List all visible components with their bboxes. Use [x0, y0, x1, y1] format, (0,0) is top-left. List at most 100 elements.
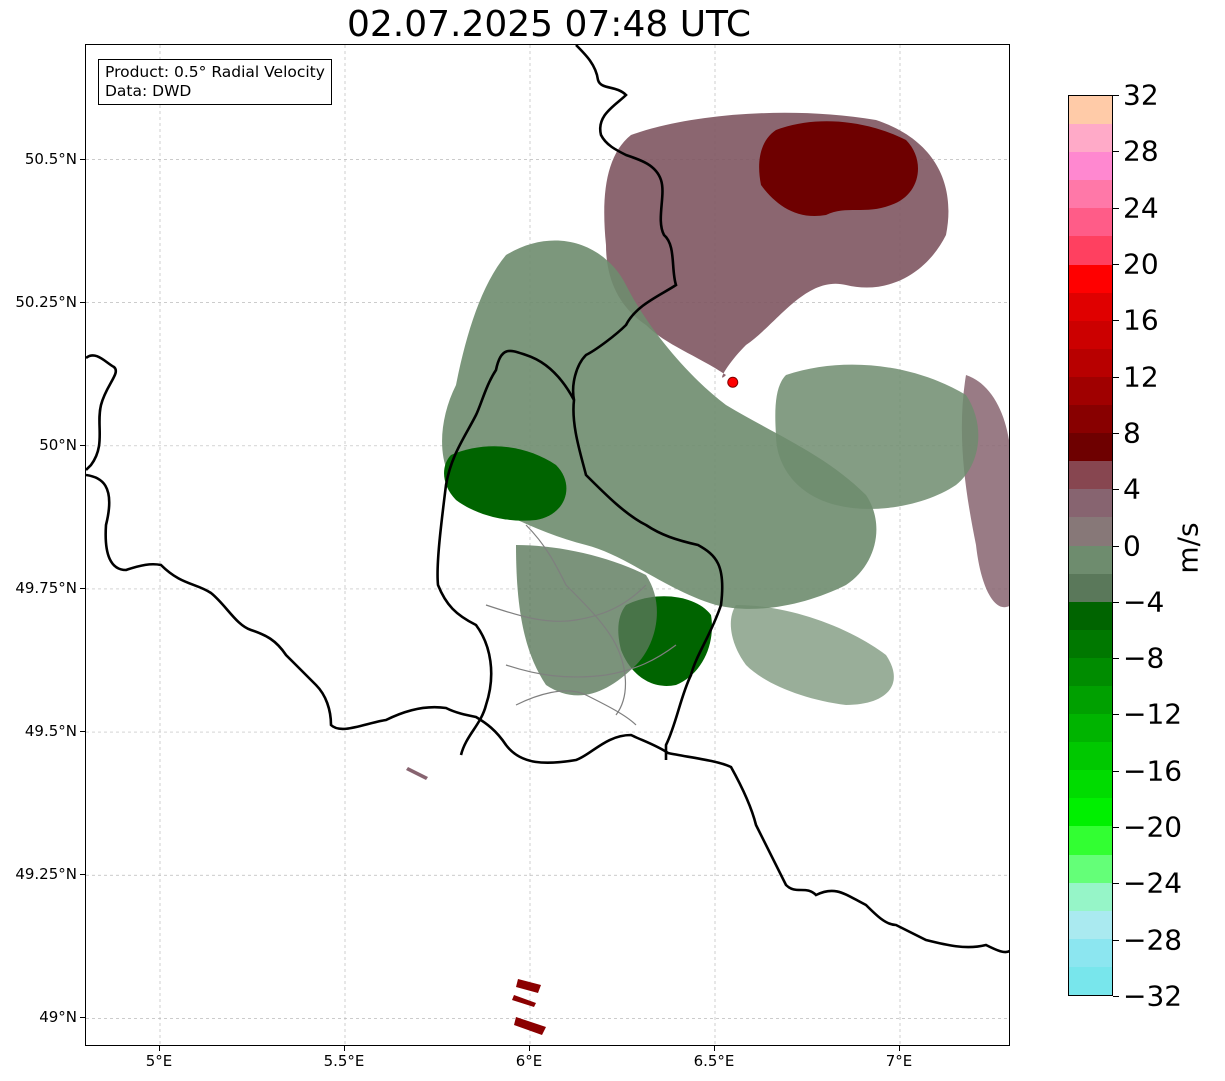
colorbar-tick-label: 32	[1123, 78, 1159, 112]
regional-border-line	[515, 690, 637, 726]
colorbar-segment	[1069, 770, 1112, 799]
lat-tick-mark	[80, 1017, 85, 1019]
colorbar-segment	[1069, 714, 1112, 743]
colorbar-segment	[1069, 180, 1112, 209]
colorbar-tick-label: −24	[1123, 866, 1183, 900]
colorbar-tick-mark	[1113, 827, 1119, 829]
lon-tick-label: 7°E	[885, 1052, 913, 1070]
colorbar-segment	[1069, 657, 1112, 686]
colorbar-segment	[1069, 152, 1112, 181]
colorbar-tick-label: 8	[1123, 416, 1141, 450]
colorbar-tick-label: 24	[1123, 191, 1159, 225]
colorbar-tick-mark	[1113, 207, 1119, 209]
colorbar-tick-mark	[1113, 432, 1119, 434]
lat-tick-mark	[80, 158, 85, 160]
colorbar-segment	[1069, 545, 1112, 574]
echo-clutter-south	[512, 979, 546, 1035]
colorbar-segment	[1069, 938, 1112, 967]
lat-tick-label: 49.5°N	[24, 722, 77, 741]
lat-tick-mark	[80, 301, 85, 303]
colorbar-segment	[1069, 236, 1112, 265]
regional-borders	[485, 524, 677, 726]
border-line	[436, 349, 576, 756]
lon-tick-mark	[529, 1046, 530, 1051]
colorbar-segment	[1069, 573, 1112, 602]
border-line	[86, 354, 117, 471]
colorbar-segment	[1069, 461, 1112, 490]
lat-tick-label: 50°N	[39, 435, 77, 454]
colorbar-segment	[1069, 826, 1112, 855]
colorbar-segment	[1069, 882, 1112, 911]
colorbar-tick-label: 28	[1123, 134, 1159, 168]
colorbar-segment	[1069, 405, 1112, 434]
colorbar-tick-mark	[1113, 95, 1119, 96]
echo-region-southeast-scatter	[730, 605, 894, 705]
country-borders	[86, 45, 1009, 954]
colorbar-tick-label: 0	[1123, 529, 1141, 562]
lat-tick-mark	[80, 874, 85, 876]
data-source-label: Data: DWD	[105, 82, 192, 100]
colorbar-tick-label: −12	[1123, 697, 1183, 731]
lon-tick-mark	[344, 1046, 345, 1051]
colorbar-segment	[1069, 124, 1112, 153]
colorbar-tick-mark	[1113, 770, 1119, 772]
lat-tick-mark	[80, 444, 85, 446]
colorbar-segment	[1069, 629, 1112, 658]
lon-tick-label: 6°E	[515, 1052, 543, 1070]
colorbar-tick-label: 12	[1123, 360, 1159, 394]
colorbar-tick-mark	[1113, 658, 1119, 660]
lat-tick-mark	[80, 587, 85, 589]
regional-border-line	[485, 584, 647, 622]
map-title: 02.07.2025 07:48 UTC	[346, 4, 752, 45]
lat-tick-label: 49°N	[39, 1008, 77, 1027]
border-line	[86, 473, 1009, 954]
radar-site-dot	[727, 376, 739, 388]
colorbar-tick-label: −28	[1123, 923, 1183, 957]
colorbar-segment	[1069, 685, 1112, 715]
colorbar-tick-label: −32	[1123, 979, 1183, 1013]
colorbar-tick-mark	[1113, 883, 1119, 885]
colorbar-segment	[1069, 798, 1112, 827]
colorbar-tick-mark	[1113, 939, 1119, 941]
colorbar-tick-label: 20	[1123, 247, 1159, 281]
colorbar-segment	[1069, 517, 1112, 546]
colorbar-tick-mark	[1113, 320, 1119, 322]
colorbar-tick-mark	[1113, 996, 1119, 997]
colorbar-tick-mark	[1113, 489, 1119, 491]
colorbar	[1068, 95, 1113, 996]
colorbar-segment	[1069, 96, 1112, 125]
echo-region-positive-core	[759, 121, 918, 216]
colorbar-segment	[1069, 433, 1112, 462]
colorbar-tick-mark	[1113, 376, 1119, 378]
colorbar-tick-mark	[1113, 601, 1119, 603]
radar-echoes	[406, 112, 1009, 1035]
border-line	[571, 45, 724, 760]
colorbar-segment	[1069, 854, 1112, 883]
colorbar-segment	[1069, 966, 1112, 995]
colorbar-tick-label: −20	[1123, 810, 1183, 844]
radar-map	[86, 45, 1009, 1045]
lon-tick-mark	[714, 1046, 715, 1051]
colorbar-tick-label: 16	[1123, 303, 1159, 337]
colorbar-segment	[1069, 376, 1112, 406]
colorbar-tick-mark	[1113, 714, 1119, 716]
lon-tick-mark	[899, 1046, 900, 1051]
echo-clutter-southwest	[406, 767, 428, 780]
colorbar-segment	[1069, 264, 1112, 293]
colorbar-segment	[1069, 910, 1112, 939]
colorbar-segment	[1069, 208, 1112, 237]
lat-tick-label: 49.25°N	[15, 865, 77, 884]
regional-border-line	[505, 644, 677, 678]
lon-tick-label: 5°E	[145, 1052, 173, 1070]
product-label: Product: 0.5° Radial Velocity	[105, 63, 325, 81]
regional-border-line	[525, 524, 627, 716]
echo-region-negative-east	[775, 364, 979, 509]
colorbar-segment	[1069, 348, 1112, 377]
colorbar-segment	[1069, 601, 1112, 630]
radar-site-marker	[727, 376, 739, 388]
colorbar-tick-label: −8	[1123, 641, 1165, 675]
colorbar-segment	[1069, 320, 1112, 349]
colorbar-tick-label: −16	[1123, 754, 1183, 788]
map-panel[interactable]: Product: 0.5° Radial Velocity Data: DWD	[85, 44, 1010, 1046]
colorbar-tick-label: 4	[1123, 472, 1141, 506]
